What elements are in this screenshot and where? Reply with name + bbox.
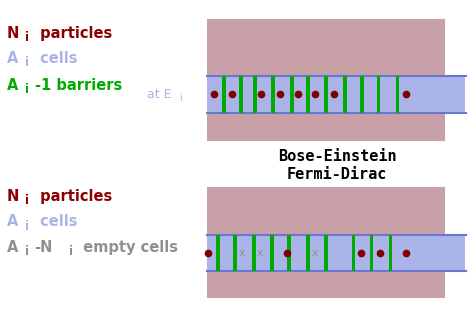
Bar — [324, 76, 328, 113]
Text: i: i — [25, 219, 29, 233]
Text: cells: cells — [35, 51, 77, 66]
Text: A: A — [7, 240, 19, 255]
Bar — [216, 235, 220, 271]
Bar — [290, 76, 294, 113]
Text: N: N — [7, 189, 19, 204]
Text: particles: particles — [35, 26, 112, 41]
Text: cells: cells — [35, 214, 77, 230]
Bar — [252, 235, 256, 271]
Text: Bose-Einstein: Bose-Einstein — [278, 149, 397, 165]
Bar — [360, 76, 364, 113]
Bar — [287, 235, 291, 271]
Bar — [445, 187, 466, 235]
Text: i: i — [25, 31, 29, 44]
Bar — [270, 235, 274, 271]
Bar — [306, 76, 310, 113]
Text: i: i — [25, 83, 29, 96]
Text: i: i — [25, 245, 29, 258]
Bar — [239, 76, 243, 113]
Bar — [233, 235, 237, 271]
Bar — [396, 76, 399, 113]
Bar — [207, 187, 465, 298]
Bar — [222, 76, 226, 113]
Text: particles: particles — [35, 189, 112, 204]
Bar — [445, 113, 466, 141]
Text: A: A — [7, 51, 19, 66]
Bar — [253, 76, 257, 113]
Text: x: x — [239, 248, 246, 258]
Text: x: x — [257, 248, 264, 258]
Bar — [306, 235, 310, 271]
Text: A: A — [7, 78, 19, 93]
Bar — [207, 235, 465, 271]
Bar — [370, 235, 373, 271]
Text: A: A — [7, 214, 19, 230]
Bar — [207, 76, 465, 113]
Bar — [389, 235, 392, 271]
Bar — [207, 19, 465, 141]
Bar — [445, 19, 466, 76]
Text: -1 barriers: -1 barriers — [35, 78, 122, 93]
Bar — [343, 76, 347, 113]
Text: empty cells: empty cells — [78, 240, 179, 255]
Text: x: x — [312, 248, 318, 258]
Text: N: N — [7, 26, 19, 41]
Text: at E: at E — [147, 87, 172, 101]
Text: i: i — [25, 56, 29, 69]
Bar — [271, 76, 275, 113]
Text: i: i — [69, 245, 73, 258]
Bar — [445, 271, 466, 298]
Bar — [324, 235, 328, 271]
Bar — [352, 235, 355, 271]
Text: -N: -N — [35, 240, 53, 255]
Text: i: i — [179, 93, 182, 103]
Text: Fermi-Dirac: Fermi-Dirac — [287, 167, 388, 182]
Bar — [377, 76, 380, 113]
Text: i: i — [25, 194, 29, 207]
